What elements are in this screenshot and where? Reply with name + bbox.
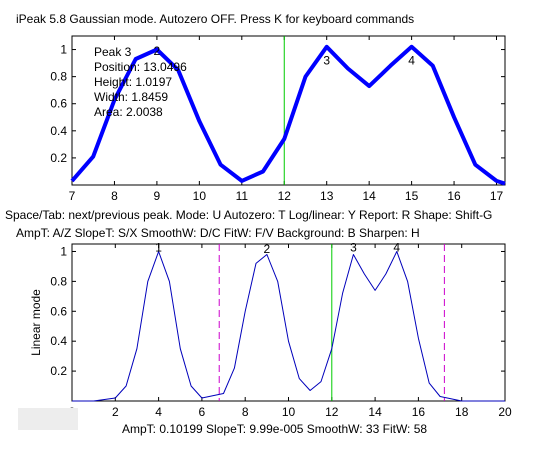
top-peak-label: 3 <box>323 53 330 67</box>
top-xtick-label: 14 <box>362 189 376 203</box>
top-xtick-label: 13 <box>320 189 334 203</box>
bottom-ytick-label: 1 <box>60 244 67 258</box>
bottom-xtick-label: 2 <box>112 405 119 419</box>
bottom-xtick-label: 4 <box>155 405 162 419</box>
help-line-1: Space/Tab: next/previous peak. Mode: U A… <box>5 208 493 222</box>
bottom-peak-label: 4 <box>393 240 400 254</box>
status-box <box>18 408 78 430</box>
top-info-width: Width: 1.8459 <box>94 90 168 104</box>
top-peak-label: 4 <box>408 53 415 67</box>
top-peak-label: 2 <box>154 44 161 58</box>
top-xtick-label: 16 <box>447 189 461 203</box>
bottom-signal-line <box>72 251 505 402</box>
bottom-xtick-label: 12 <box>325 405 339 419</box>
bottom-axes: 024681012141618200.20.40.60.811234Linear… <box>29 240 512 419</box>
top-xtick-label: 7 <box>69 189 76 203</box>
bottom-frame <box>71 243 506 402</box>
bottom-peak-label: 1 <box>155 240 162 254</box>
top-info-height: Height: 1.0197 <box>94 75 172 89</box>
bottom-peak-label: 2 <box>264 242 271 256</box>
top-info-area: Area: 2.0038 <box>94 105 163 119</box>
top-xtick-label: 9 <box>154 189 161 203</box>
status-line: AmpT: 0.10199 SlopeT: 9.99e-005 SmoothW:… <box>122 422 428 436</box>
top-xtick-label: 11 <box>236 189 249 203</box>
top-axes: 7 8 9 10 11 12 13 14 15 16 170.20.40.60.81 23 4Peak … <box>50 35 506 203</box>
top-ytick-label: 1 <box>60 43 67 57</box>
bottom-ytick-label: 0.6 <box>50 304 67 318</box>
bottom-ylabel: Linear mode <box>29 289 43 356</box>
bottom-xtick-label: 10 <box>282 405 296 419</box>
bottom-xtick-label: 14 <box>368 405 382 419</box>
bottom-peak-label: 3 <box>350 240 357 254</box>
top-info-position: Position: 13.0496 <box>94 60 187 74</box>
top-info-peak: Peak 3 <box>94 45 132 59</box>
bottom-ytick-label: 0.2 <box>50 364 67 378</box>
bottom-xtick-label: 8 <box>242 405 249 419</box>
top-ytick-label: 0.6 <box>50 97 67 111</box>
top-ytick-label: 0.8 <box>50 70 67 84</box>
top-xtick-label: 15 <box>405 189 419 203</box>
bottom-xtick-label: 16 <box>412 405 426 419</box>
bottom-xtick-label: 18 <box>455 405 469 419</box>
help-line-2: AmpT: A/Z SlopeT: S/X SmoothW: D/C FitW:… <box>16 226 420 240</box>
top-ytick-label: 0.4 <box>50 124 67 138</box>
top-frame <box>71 35 506 186</box>
top-xtick-label: 8 <box>111 189 118 203</box>
top-xtick-label: 10 <box>193 189 207 203</box>
bottom-ytick-label: 0.4 <box>50 334 67 348</box>
top-xtick-label: 17 <box>490 189 504 203</box>
top-xtick-label: 12 <box>278 189 292 203</box>
window-title: iPeak 5.8 Gaussian mode. Autozero OFF. P… <box>16 12 415 26</box>
top-signal-line <box>70 44 506 186</box>
top-ytick-label: 0.2 <box>50 151 67 165</box>
bottom-xtick-label: 6 <box>199 405 206 419</box>
bottom-ytick-label: 0.8 <box>50 274 67 288</box>
bottom-xtick-label: 20 <box>498 405 512 419</box>
